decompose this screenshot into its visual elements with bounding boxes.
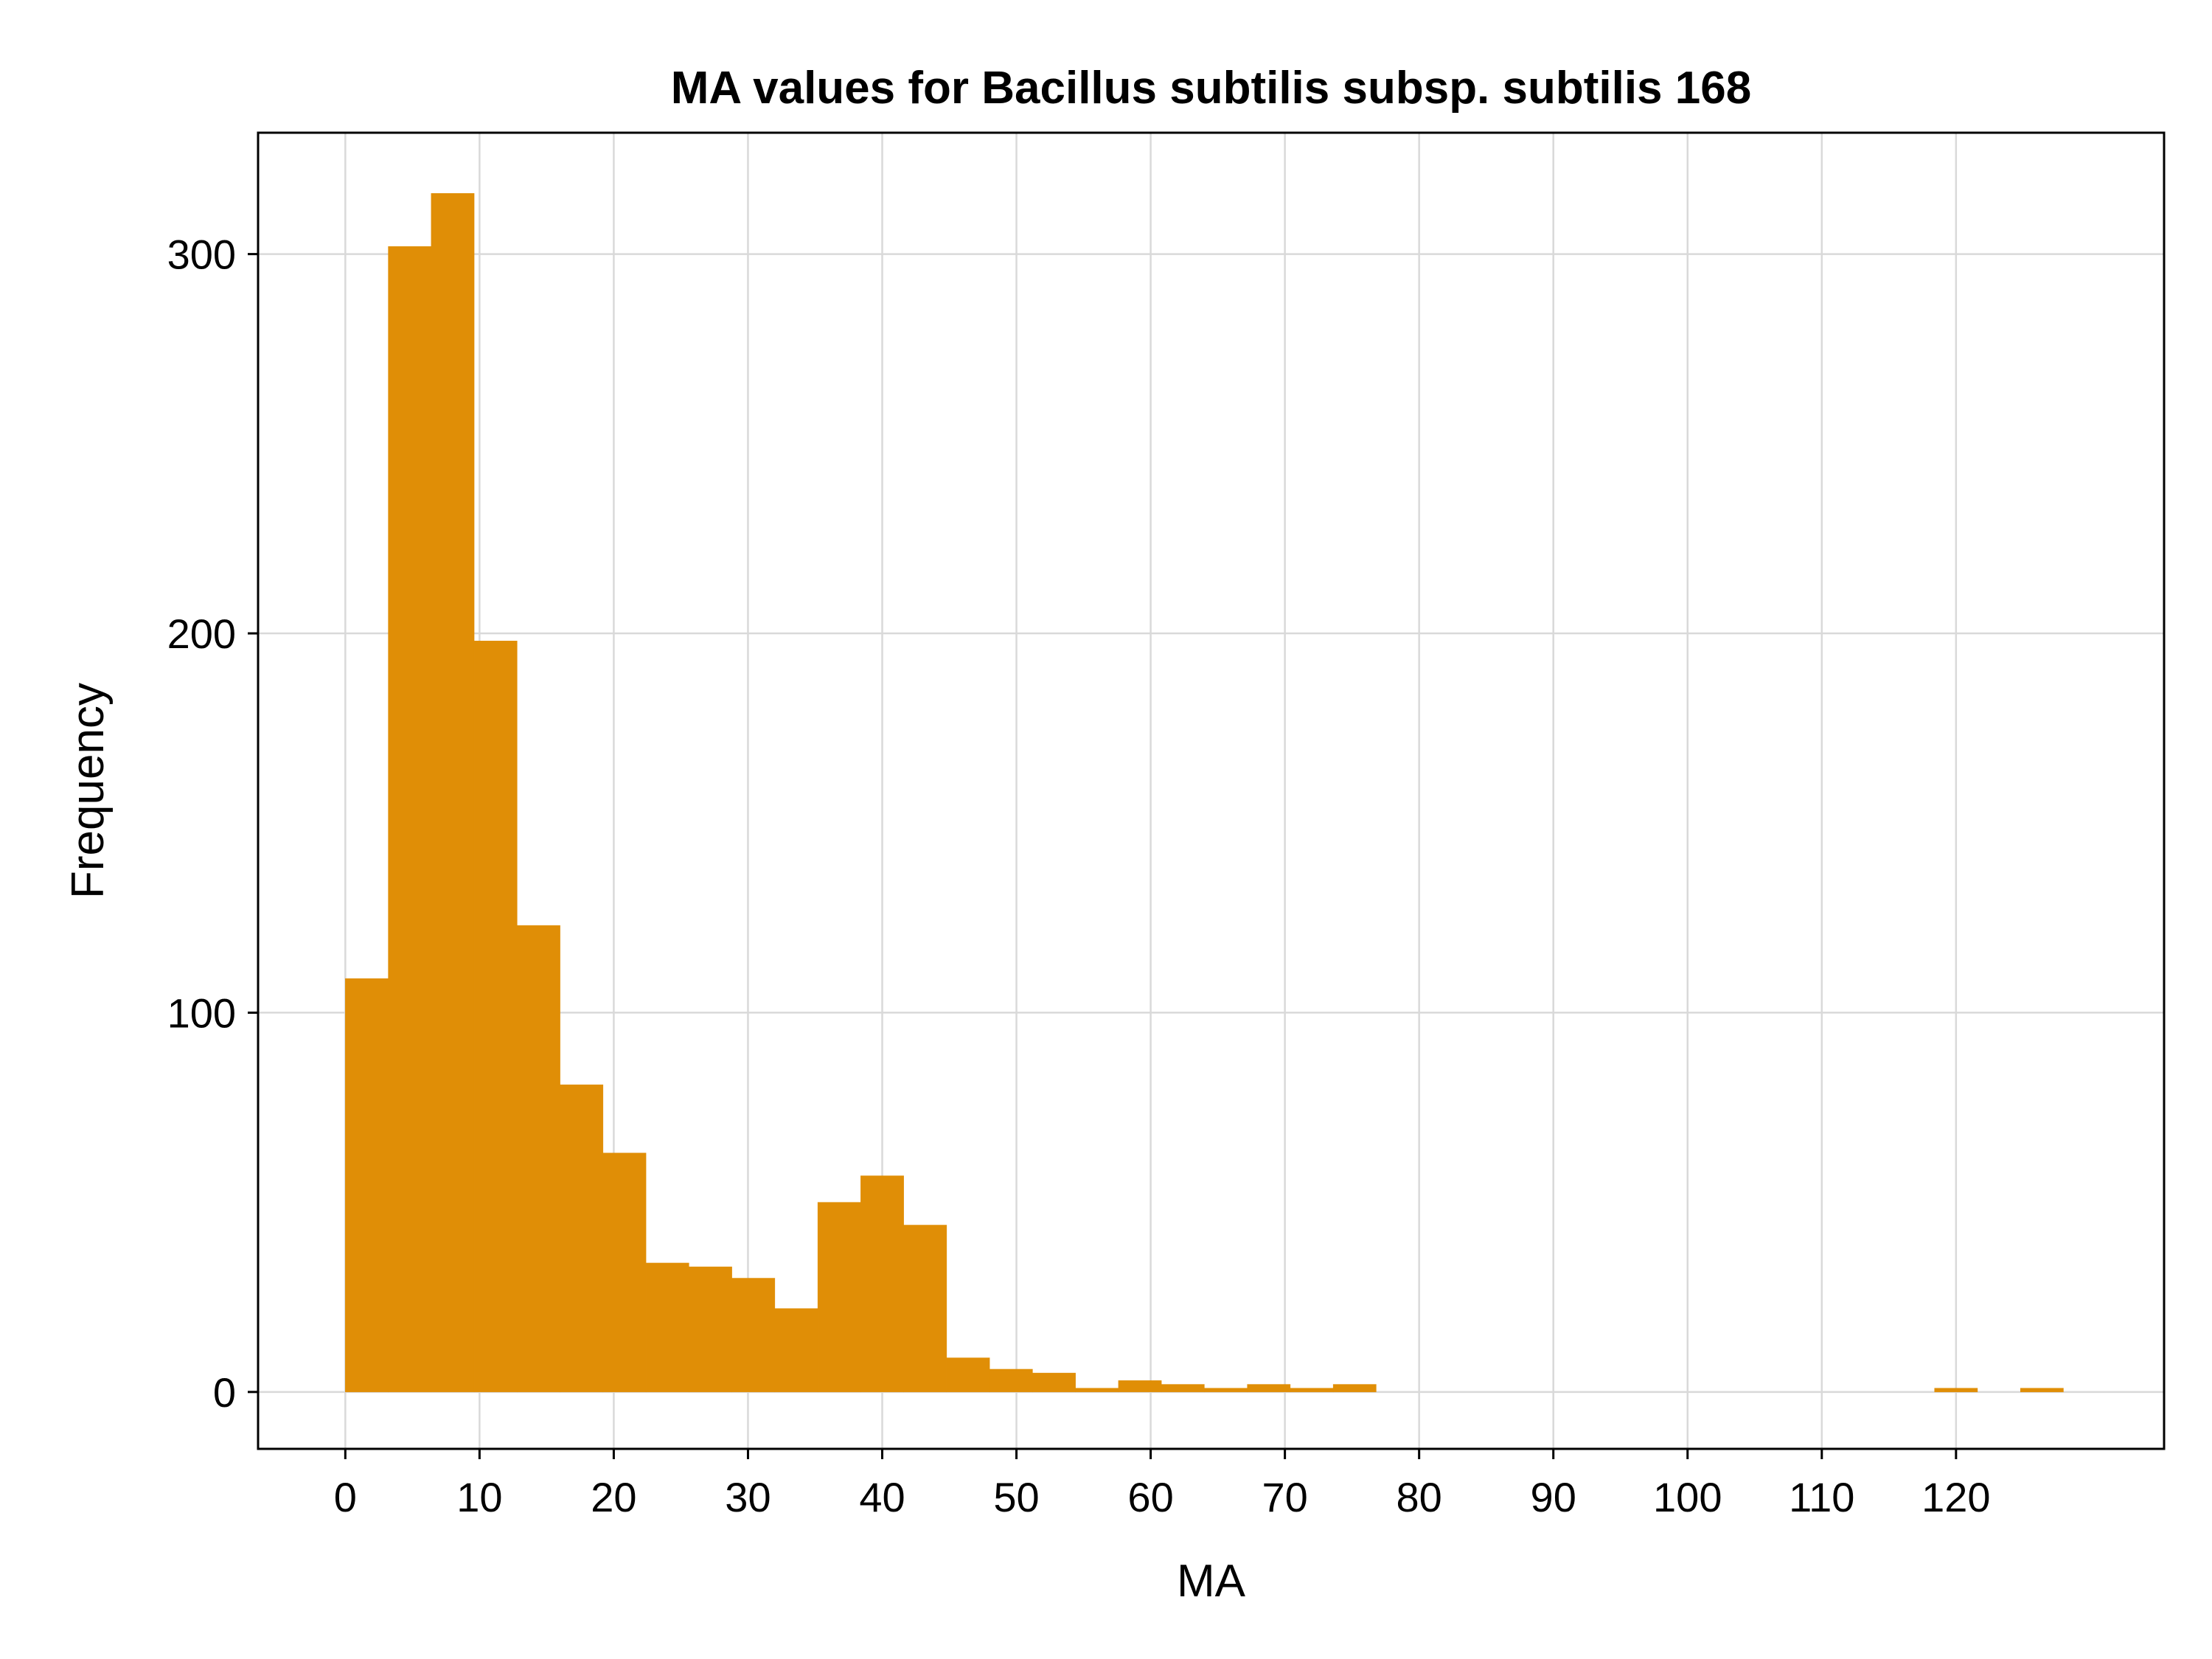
histogram-bar [431, 193, 475, 1393]
x-tick-label: 30 [725, 1474, 771, 1520]
x-axis-ticks: 0 10 20 30 40 50 60 70 80 90 100 110 120 [334, 1449, 1991, 1520]
x-tick-label: 40 [859, 1474, 905, 1520]
x-tick-label: 90 [1531, 1474, 1576, 1520]
histogram-bar [1032, 1372, 1076, 1393]
histogram-bar [1247, 1384, 1291, 1393]
plot-frame [257, 131, 2166, 1450]
y-tick-label: 100 [167, 990, 236, 1036]
x-tick-label: 10 [456, 1474, 502, 1520]
histogram-bars [345, 193, 2064, 1393]
x-tick-label: 20 [591, 1474, 636, 1520]
y-axis-label: Frequency [63, 683, 114, 899]
x-tick-label: 80 [1397, 1474, 1442, 1520]
x-tick-label: 60 [1127, 1474, 1173, 1520]
histogram-bar [473, 641, 518, 1393]
histogram-bar [989, 1368, 1033, 1393]
histogram-bar [1332, 1384, 1377, 1393]
histogram-bar [1934, 1388, 1978, 1393]
x-tick-label: 50 [993, 1474, 1039, 1520]
histogram-bar [388, 246, 432, 1393]
histogram-bar [903, 1225, 947, 1393]
histogram-bar [689, 1266, 732, 1393]
histogram-bar [946, 1357, 990, 1393]
x-tick-label: 100 [1653, 1474, 1722, 1520]
histogram-bar [345, 978, 389, 1393]
chart-title: MA values for Bacillus subtilis subsp. s… [671, 63, 1751, 114]
y-tick-label: 0 [213, 1369, 236, 1416]
x-axis-label: MA [1177, 1556, 1246, 1607]
y-tick-label: 200 [167, 611, 236, 657]
x-tick-label: 110 [1789, 1474, 1854, 1520]
y-tick-label: 300 [167, 232, 236, 278]
histogram-bar [2020, 1388, 2064, 1393]
histogram-bar [560, 1084, 604, 1393]
x-tick-label: 120 [1921, 1474, 1990, 1520]
histogram-bar [1161, 1384, 1205, 1393]
histogram-bar [1075, 1388, 1119, 1393]
histogram-bar [602, 1152, 647, 1393]
histogram-bar [517, 925, 560, 1393]
histogram-bar [731, 1278, 776, 1393]
y-axis-ticks: 0 100 200 300 [167, 232, 258, 1416]
histogram-bar [1204, 1388, 1248, 1393]
histogram-bar [1118, 1380, 1162, 1393]
histogram-bar [645, 1262, 689, 1393]
histogram-bar [774, 1308, 818, 1393]
x-tick-label: 70 [1262, 1474, 1307, 1520]
histogram-bar [1290, 1388, 1334, 1393]
histogram-bar [860, 1175, 904, 1393]
x-tick-label: 0 [334, 1474, 357, 1520]
histogram-bar [817, 1202, 861, 1393]
